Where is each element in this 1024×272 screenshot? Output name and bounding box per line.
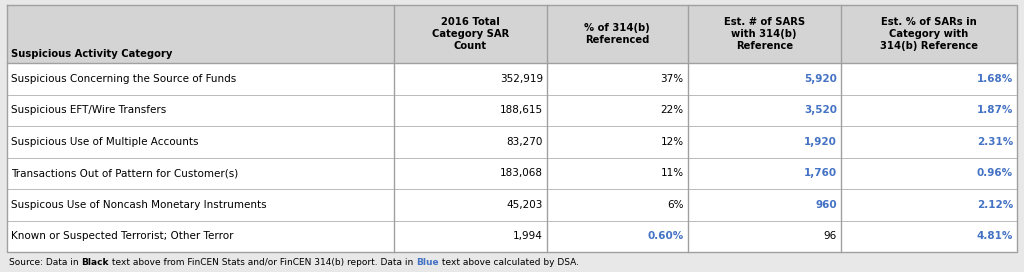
Text: 96: 96 bbox=[823, 231, 837, 241]
Text: Suspicious Use of Multiple Accounts: Suspicious Use of Multiple Accounts bbox=[11, 137, 199, 147]
Text: % of 314(b)
Referenced: % of 314(b) Referenced bbox=[585, 23, 650, 45]
Text: 1.68%: 1.68% bbox=[977, 74, 1013, 84]
Text: 2.12%: 2.12% bbox=[977, 200, 1013, 210]
Text: 1,760: 1,760 bbox=[804, 168, 837, 178]
Text: 1,920: 1,920 bbox=[804, 137, 837, 147]
Text: Source: Data in: Source: Data in bbox=[9, 258, 82, 267]
Text: 352,919: 352,919 bbox=[500, 74, 543, 84]
Text: Est. # of SARS
with 314(b)
Reference: Est. # of SARS with 314(b) Reference bbox=[724, 17, 805, 51]
Text: 3,520: 3,520 bbox=[804, 105, 837, 115]
Text: Transactions Out of Pattern for Customer(s): Transactions Out of Pattern for Customer… bbox=[11, 168, 239, 178]
Text: 1,994: 1,994 bbox=[513, 231, 543, 241]
Text: Est. % of SARs in
Category with
314(b) Reference: Est. % of SARs in Category with 314(b) R… bbox=[880, 17, 978, 51]
Text: 4.81%: 4.81% bbox=[977, 231, 1013, 241]
Bar bbox=[7, 94, 1017, 126]
Text: 183,068: 183,068 bbox=[500, 168, 543, 178]
Text: 2016 Total
Category SAR
Count: 2016 Total Category SAR Count bbox=[432, 17, 509, 51]
Text: 83,270: 83,270 bbox=[507, 137, 543, 147]
Text: text above calculated by DSA.: text above calculated by DSA. bbox=[438, 258, 579, 267]
Bar bbox=[7, 189, 1017, 221]
Text: 188,615: 188,615 bbox=[500, 105, 543, 115]
Bar bbox=[7, 63, 1017, 94]
Bar bbox=[7, 126, 1017, 157]
Bar bbox=[7, 157, 1017, 189]
Text: 1.87%: 1.87% bbox=[977, 105, 1013, 115]
Text: Blue: Blue bbox=[416, 258, 438, 267]
Text: 960: 960 bbox=[815, 200, 837, 210]
Text: 12%: 12% bbox=[660, 137, 684, 147]
Text: 45,203: 45,203 bbox=[507, 200, 543, 210]
Bar bbox=[7, 5, 1017, 63]
Text: text above from FinCEN Stats and/or FinCEN 314(b) report. Data in: text above from FinCEN Stats and/or FinC… bbox=[109, 258, 416, 267]
Text: 2.31%: 2.31% bbox=[977, 137, 1013, 147]
Text: 11%: 11% bbox=[660, 168, 684, 178]
Text: Suspicious Activity Category: Suspicious Activity Category bbox=[11, 49, 172, 59]
Text: 0.60%: 0.60% bbox=[647, 231, 684, 241]
Text: Suspicious Concerning the Source of Funds: Suspicious Concerning the Source of Fund… bbox=[11, 74, 237, 84]
Text: 37%: 37% bbox=[660, 74, 684, 84]
Text: Known or Suspected Terrorist; Other Terror: Known or Suspected Terrorist; Other Terr… bbox=[11, 231, 233, 241]
Text: 5,920: 5,920 bbox=[804, 74, 837, 84]
Text: 6%: 6% bbox=[667, 200, 684, 210]
Text: 22%: 22% bbox=[660, 105, 684, 115]
Text: 0.96%: 0.96% bbox=[977, 168, 1013, 178]
Text: Suspicous Use of Noncash Monetary Instruments: Suspicous Use of Noncash Monetary Instru… bbox=[11, 200, 266, 210]
Text: Black: Black bbox=[82, 258, 109, 267]
Bar bbox=[7, 221, 1017, 252]
Text: Suspicious EFT/Wire Transfers: Suspicious EFT/Wire Transfers bbox=[11, 105, 166, 115]
